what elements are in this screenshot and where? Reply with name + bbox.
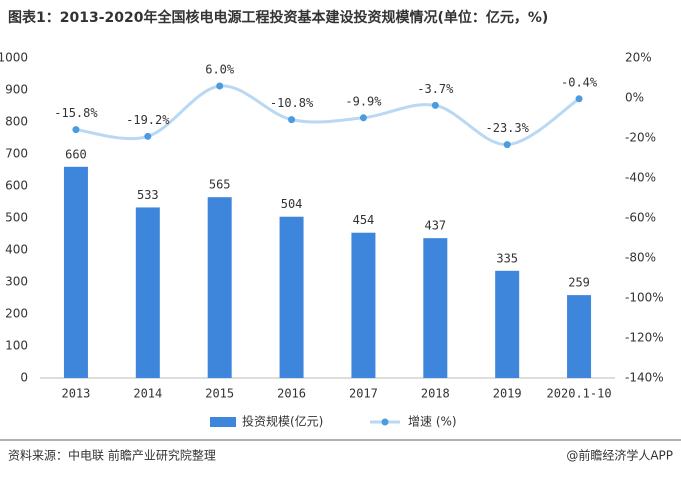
bar-value-label: 454 [353, 213, 375, 227]
line-marker [288, 116, 296, 124]
y2-tick-label: -100% [625, 291, 664, 305]
y2-tick-label: -20% [625, 131, 656, 145]
line-marker [359, 114, 367, 122]
y-tick-label: 900 [5, 83, 28, 97]
bar [351, 232, 376, 378]
bar [567, 295, 592, 378]
x-tick-label: 2015 [205, 387, 234, 401]
bar-value-label: 565 [209, 178, 231, 192]
line-value-label: -9.9% [345, 94, 382, 108]
y-tick-label: 100 [5, 339, 28, 353]
y-tick-label: 600 [5, 179, 28, 193]
bar [135, 207, 160, 378]
legend-swatch [210, 417, 236, 427]
x-tick-label: 2018 [421, 387, 450, 401]
line-value-label: -3.7% [417, 82, 454, 96]
chart-title: 图表1：2013-2020年全国核电电源工程投资基本建设投资规模情况(单位：亿元… [8, 9, 548, 26]
legend-label: 投资规模(亿元) [242, 414, 323, 429]
bar [279, 216, 304, 378]
legend-label: 增速 (%) [408, 415, 457, 429]
x-tick-label: 2016 [277, 387, 306, 401]
line-value-label: -23.3% [486, 121, 530, 135]
y-tick-label: 300 [5, 275, 28, 289]
line-marker [575, 95, 583, 103]
bar-value-label: 259 [568, 276, 590, 290]
y-tick-label: 0 [20, 371, 28, 385]
line-value-label: 6.0% [205, 63, 235, 77]
y2-tick-label: -60% [625, 211, 656, 225]
bar [63, 166, 88, 378]
credit: @前瞻经济学人APP [566, 448, 673, 463]
source: 资料来源：中电联 前瞻产业研究院整理 [8, 448, 216, 463]
growth-line [75, 84, 580, 147]
line-value-label: -10.8% [270, 96, 314, 110]
x-tick-label: 2014 [133, 387, 162, 401]
y2-tick-label: -120% [625, 331, 664, 345]
bar-value-label: 335 [496, 251, 518, 265]
y2-tick-label: -80% [625, 251, 656, 265]
y2-tick-label: -40% [625, 171, 656, 185]
bar-value-label: 533 [137, 188, 159, 202]
bar [495, 270, 520, 378]
y-tick-label: 800 [5, 115, 28, 129]
x-tick-label: 2020.1-10 [547, 387, 612, 401]
legend-swatch [381, 418, 389, 426]
y2-tick-label: 20% [625, 51, 652, 65]
line-value-label: -0.4% [561, 75, 598, 89]
bar-value-label: 504 [281, 197, 303, 211]
y-tick-label: 500 [5, 211, 28, 225]
line-marker [144, 132, 152, 140]
bar [423, 238, 448, 378]
y-tick-label: 700 [5, 147, 28, 161]
bar-value-label: 660 [65, 147, 87, 161]
y-tick-label: 1000 [0, 51, 28, 65]
bar [207, 197, 232, 378]
y2-tick-label: 0% [625, 91, 644, 105]
line-marker [503, 141, 511, 149]
y-tick-label: 200 [5, 307, 28, 321]
x-tick-label: 2017 [349, 387, 378, 401]
line-marker [216, 82, 224, 90]
x-tick-label: 2013 [61, 387, 90, 401]
line-value-label: -19.2% [126, 113, 170, 127]
x-tick-label: 2019 [493, 387, 522, 401]
y2-tick-label: -140% [625, 371, 664, 385]
line-marker [431, 101, 439, 109]
line-value-label: -15.8% [54, 106, 98, 120]
line-marker [72, 126, 80, 134]
y-tick-label: 400 [5, 243, 28, 257]
bar-value-label: 437 [424, 219, 446, 233]
